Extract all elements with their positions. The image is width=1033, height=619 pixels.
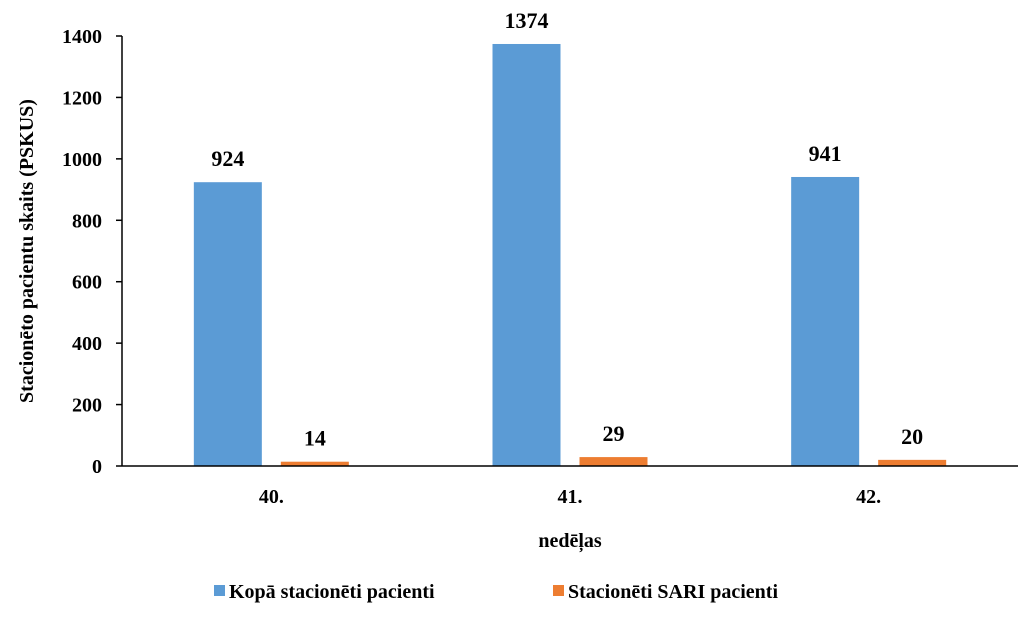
y-axis-title: Stacionēto pacientu skaits (PSKUS) (16, 99, 38, 403)
bar-kopa-0 (193, 182, 262, 466)
bar-kopa-2 (791, 176, 860, 466)
y-tick-label: 400 (72, 333, 102, 355)
data-label: 1374 (505, 8, 549, 33)
y-axis-ticks: 0 200 400 600 800 1000 1200 1400 (62, 26, 122, 478)
y-tick-label: 800 (72, 210, 102, 232)
x-tick-label: 40. (259, 486, 284, 508)
bars (193, 43, 947, 466)
y-tick-label: 200 (72, 395, 102, 417)
data-label: 14 (304, 426, 326, 451)
bar-kopa-1 (492, 43, 561, 466)
x-tick-label: 42. (856, 486, 881, 508)
x-tick-label: 41. (558, 486, 583, 508)
legend-label-1: Stacionēti SARI pacienti (568, 581, 778, 603)
data-label: 20 (901, 424, 923, 449)
bar-sari-1 (579, 457, 648, 466)
x-axis-title: nedēļas (538, 530, 602, 553)
y-tick-label: 1400 (62, 26, 102, 48)
y-tick-label: 0 (92, 456, 102, 478)
legend: Kopā stacionēti pacienti Stacionēti SARI … (214, 581, 778, 603)
data-labels: 924 14 1374 29 941 20 (211, 8, 923, 451)
bar-sari-2 (878, 459, 947, 466)
legend-swatch-0 (214, 585, 225, 596)
y-tick-label: 600 (72, 272, 102, 294)
data-label: 29 (603, 421, 625, 446)
data-label: 924 (211, 146, 244, 171)
data-label: 941 (809, 141, 842, 166)
x-axis-ticks: 40. 41. 42. (259, 486, 881, 508)
y-tick-label: 1000 (62, 149, 102, 171)
y-tick-label: 1200 (62, 87, 102, 109)
legend-swatch-1 (553, 585, 564, 596)
legend-label-0: Kopā stacionēti pacienti (229, 581, 435, 603)
bar-sari-0 (280, 461, 349, 466)
